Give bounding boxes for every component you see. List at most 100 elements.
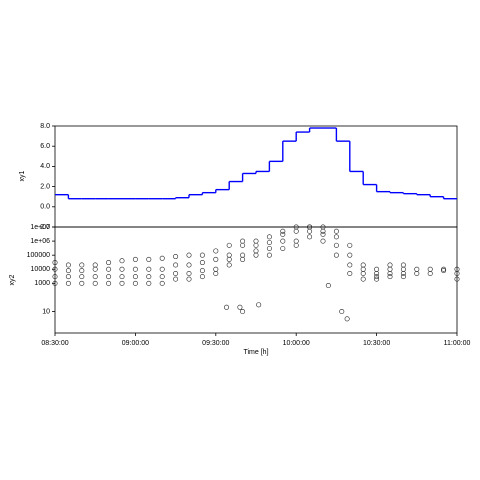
point: [106, 266, 112, 272]
point: [146, 274, 152, 280]
point: [400, 262, 406, 268]
y-tick-label: 6.0: [40, 143, 50, 150]
point: [106, 260, 112, 266]
point: [79, 262, 85, 268]
point: [52, 274, 58, 280]
point: [414, 266, 420, 272]
point: [441, 266, 447, 272]
point: [132, 266, 138, 272]
point: [186, 252, 192, 258]
point: [132, 280, 138, 286]
point: [333, 252, 339, 258]
x-tick-label: 09:00:00: [122, 340, 149, 347]
point: [65, 274, 71, 280]
point: [387, 274, 393, 280]
point: [333, 242, 339, 248]
point: [293, 238, 299, 244]
point: [79, 280, 85, 286]
point: [65, 262, 71, 268]
point: [213, 266, 219, 272]
point: [65, 280, 71, 286]
y-tick-label: 100000: [27, 252, 50, 259]
point: [226, 242, 232, 248]
point: [199, 268, 205, 274]
point: [320, 224, 326, 230]
point: [347, 242, 353, 248]
point: [65, 268, 71, 274]
point: [173, 262, 179, 268]
point: [454, 276, 460, 282]
point: [106, 274, 112, 280]
y-tick-label: -2.0: [38, 224, 50, 231]
point: [52, 280, 58, 286]
point: [347, 271, 353, 277]
x-axis-label: Time [h]: [243, 349, 268, 356]
point: [280, 228, 286, 234]
point: [387, 262, 393, 268]
point: [344, 316, 350, 322]
point: [293, 224, 299, 230]
y-axis-label: xy1: [19, 170, 26, 181]
point: [159, 274, 165, 280]
point: [199, 252, 205, 258]
point: [441, 268, 447, 274]
point: [280, 245, 286, 251]
point: [119, 280, 125, 286]
point: [159, 266, 165, 272]
y-tick-label: 8.0: [40, 123, 50, 130]
point: [92, 280, 98, 286]
point: [237, 304, 243, 310]
y-axis-label: xy2: [9, 274, 16, 285]
point: [186, 276, 192, 282]
x-tick-label: 09:30:00: [202, 340, 229, 347]
point: [92, 262, 98, 268]
point: [280, 238, 286, 244]
y-tick-label: 1e+07: [30, 224, 50, 231]
point: [199, 274, 205, 280]
point: [307, 234, 313, 240]
point: [199, 260, 205, 266]
point: [333, 228, 339, 234]
point: [119, 266, 125, 272]
point: [360, 276, 366, 282]
point: [106, 280, 112, 286]
point: [266, 245, 272, 251]
point: [159, 280, 165, 286]
point: [320, 238, 326, 244]
point: [240, 238, 246, 244]
point: [454, 266, 460, 272]
x-tick-label: 08:30:00: [41, 340, 68, 347]
point: [52, 260, 58, 266]
point: [132, 256, 138, 262]
point: [325, 283, 331, 289]
point: [374, 276, 380, 282]
point: [132, 274, 138, 280]
y-tick-label: 1e+06: [30, 238, 50, 245]
point: [186, 271, 192, 277]
point: [427, 266, 433, 272]
point: [186, 262, 192, 268]
point: [159, 255, 165, 261]
point: [224, 304, 230, 310]
point: [173, 276, 179, 282]
point: [253, 238, 259, 244]
point: [226, 252, 232, 258]
point: [400, 274, 406, 280]
point: [79, 274, 85, 280]
point: [374, 266, 380, 272]
point: [374, 274, 380, 280]
point: [173, 254, 179, 260]
x-tick-label: 11:00:00: [444, 340, 471, 347]
point: [360, 262, 366, 268]
y-tick-label: 0.0: [40, 204, 50, 211]
point: [173, 271, 179, 277]
point: [146, 266, 152, 272]
panel-frame: [54, 226, 458, 334]
point: [146, 256, 152, 262]
point: [347, 252, 353, 258]
point: [339, 309, 345, 315]
point: [320, 231, 326, 237]
point: [253, 248, 259, 254]
